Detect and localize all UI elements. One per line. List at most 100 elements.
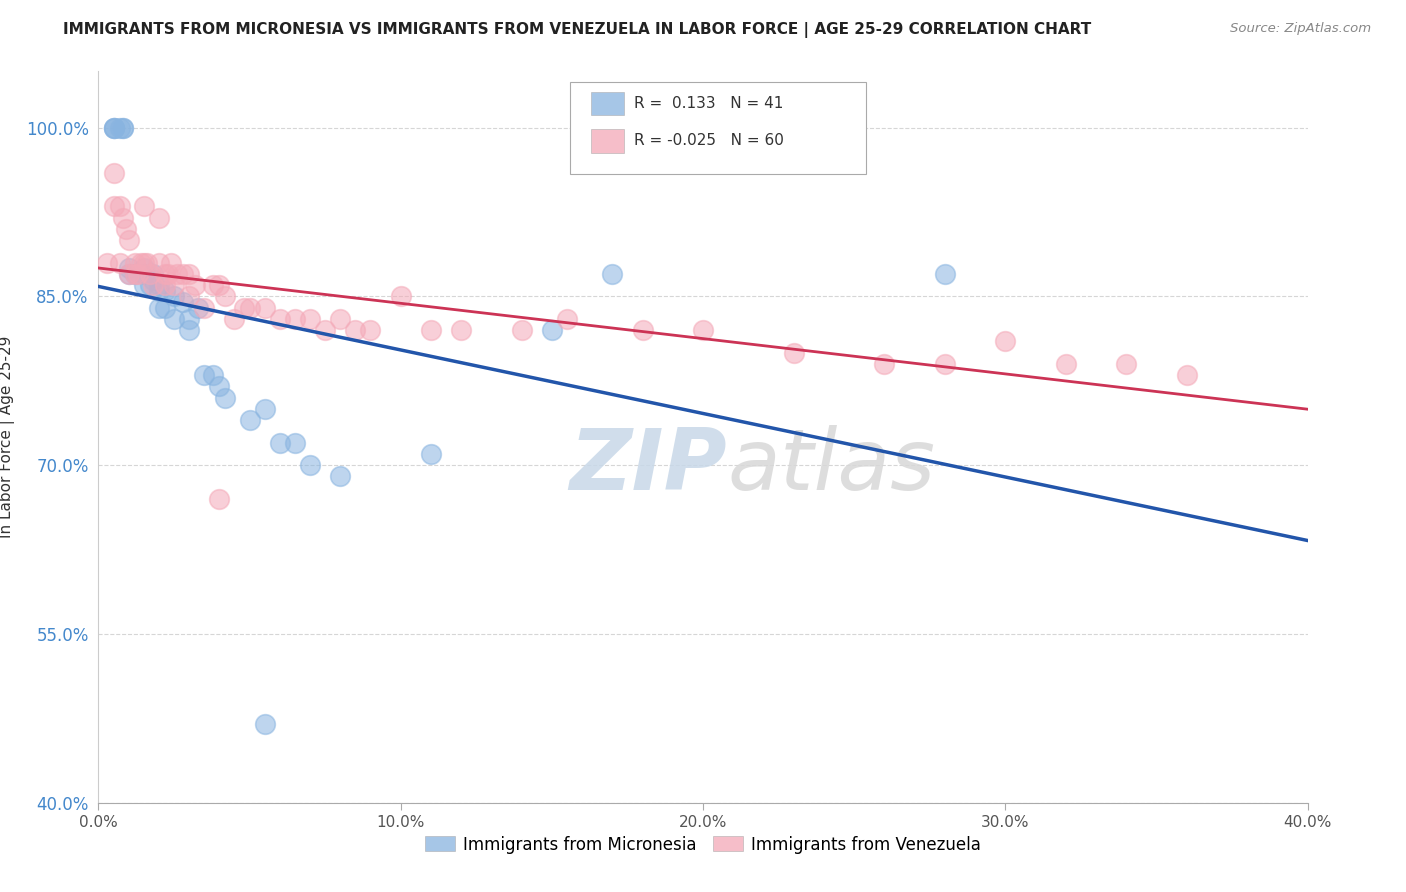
Point [873,357,896,371]
Point [314,323,336,337]
Point [232,301,254,315]
Point [540,323,562,337]
Text: Source: ZipAtlas.com: Source: ZipAtlas.com [1230,22,1371,36]
Point [108,199,131,213]
Point [108,255,131,269]
Point [118,267,141,281]
Point [602,267,624,281]
Point [108,120,131,135]
Point [153,284,176,298]
Point [129,255,152,269]
Point [111,120,134,135]
Point [994,334,1017,349]
Point [224,312,246,326]
Point [783,345,806,359]
Point [163,312,186,326]
Point [239,301,262,315]
Point [253,717,276,731]
Point [214,289,236,303]
Text: IMMIGRANTS FROM MICRONESIA VS IMMIGRANTS FROM VENEZUELA IN LABOR FORCE | AGE 25-: IMMIGRANTS FROM MICRONESIA VS IMMIGRANTS… [63,22,1091,38]
Point [214,391,236,405]
Point [208,379,231,393]
Point [132,199,155,213]
Point [420,323,443,337]
Point [132,261,155,276]
Point [127,267,149,281]
Point [156,267,179,281]
FancyBboxPatch shape [591,129,624,153]
Point [193,301,215,315]
Point [139,278,162,293]
Point [103,199,125,213]
Point [103,120,125,135]
Point [344,323,367,337]
Point [148,278,170,293]
Text: R = -0.025   N = 60: R = -0.025 N = 60 [634,133,785,148]
Text: atlas: atlas [727,425,935,508]
Point [934,267,956,281]
Point [139,267,162,281]
FancyBboxPatch shape [591,92,624,115]
Legend: Immigrants from Micronesia, Immigrants from Venezuela: Immigrants from Micronesia, Immigrants f… [418,829,988,860]
Point [96,255,118,269]
Point [153,278,176,293]
Point [202,368,225,383]
Point [329,312,352,326]
Point [239,413,262,427]
Point [111,211,134,225]
Point [103,166,125,180]
Point [179,267,201,281]
Point [329,469,352,483]
Point [202,278,225,293]
Point [299,458,322,473]
Point [284,435,307,450]
Point [934,357,956,371]
Point [118,261,141,276]
Point [163,278,186,293]
Point [284,312,307,326]
Y-axis label: In Labor Force | Age 25-29: In Labor Force | Age 25-29 [0,336,14,538]
Point [420,447,443,461]
Point [208,491,231,506]
Point [555,312,578,326]
Point [166,267,188,281]
Point [253,401,276,416]
Point [187,301,209,315]
Point [692,323,714,337]
Point [253,301,276,315]
Point [389,289,412,303]
Point [148,255,170,269]
Point [179,289,201,303]
Point [1054,357,1077,371]
Point [360,323,382,337]
Point [142,278,165,293]
Point [148,211,170,225]
Point [269,435,291,450]
Point [135,255,157,269]
Point [153,267,176,281]
Point [179,323,201,337]
Point [132,267,155,281]
Point [163,289,186,303]
Point [172,267,194,281]
Point [299,312,322,326]
Text: ZIP: ZIP [569,425,727,508]
Point [124,267,146,281]
Point [103,120,125,135]
Point [124,267,146,281]
Point [111,120,134,135]
Point [148,284,170,298]
FancyBboxPatch shape [569,82,866,174]
Text: R =  0.133   N = 41: R = 0.133 N = 41 [634,96,783,111]
Point [124,255,146,269]
Point [118,267,141,281]
Point [142,267,165,281]
Point [148,301,170,315]
Point [631,323,654,337]
Point [132,278,155,293]
Point [510,323,533,337]
Point [184,278,207,293]
Point [153,301,176,315]
Point [1115,357,1137,371]
Point [142,272,165,286]
